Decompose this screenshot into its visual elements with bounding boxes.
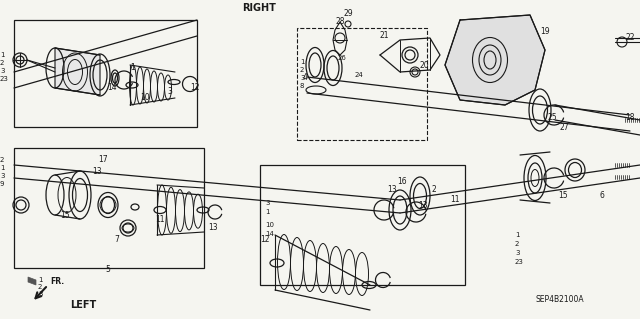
Text: 3: 3 <box>167 87 172 97</box>
Text: 6: 6 <box>600 190 605 199</box>
Text: 14: 14 <box>265 231 274 237</box>
Text: FR.: FR. <box>50 278 64 286</box>
Text: 15: 15 <box>60 211 70 219</box>
Text: 2: 2 <box>432 186 436 195</box>
Text: 10: 10 <box>140 93 150 101</box>
Text: 26: 26 <box>338 55 347 61</box>
Text: 10: 10 <box>265 222 274 228</box>
Text: 1: 1 <box>130 63 135 71</box>
Text: 20: 20 <box>420 61 429 70</box>
Bar <box>260 165 465 285</box>
Bar <box>14 148 204 268</box>
Text: 5: 5 <box>105 265 110 275</box>
Text: 9: 9 <box>0 181 4 187</box>
Text: 3: 3 <box>300 75 305 81</box>
Text: 27: 27 <box>560 123 570 132</box>
Text: 2: 2 <box>300 67 305 73</box>
Polygon shape <box>28 277 36 285</box>
Text: 18: 18 <box>625 114 634 122</box>
Bar <box>14 20 197 127</box>
Text: 15: 15 <box>558 190 568 199</box>
Text: 22: 22 <box>625 33 634 42</box>
Text: 11: 11 <box>450 196 460 204</box>
Text: 28: 28 <box>336 17 346 26</box>
Text: 24: 24 <box>355 72 364 78</box>
Text: 12: 12 <box>260 235 269 244</box>
Text: 4: 4 <box>303 73 308 83</box>
Text: 13: 13 <box>387 186 397 195</box>
Text: 13: 13 <box>92 167 102 176</box>
Text: 7: 7 <box>114 235 119 244</box>
Text: 3: 3 <box>0 68 4 74</box>
Text: 3: 3 <box>265 200 269 206</box>
Text: 3: 3 <box>515 250 520 256</box>
Text: 1: 1 <box>265 209 269 215</box>
Text: 1: 1 <box>38 277 42 283</box>
Text: SEP4B2100A: SEP4B2100A <box>535 295 584 305</box>
Text: 1: 1 <box>300 59 305 65</box>
Text: 8: 8 <box>300 83 305 89</box>
Text: LEFT: LEFT <box>70 300 96 310</box>
Text: 17: 17 <box>98 155 108 165</box>
Text: 2: 2 <box>515 241 520 247</box>
Text: 13: 13 <box>418 201 428 210</box>
Text: 19: 19 <box>540 27 550 36</box>
Text: 2: 2 <box>38 284 42 290</box>
Text: 12: 12 <box>190 83 200 92</box>
Text: RIGHT: RIGHT <box>242 3 276 13</box>
Text: 25: 25 <box>548 114 557 122</box>
Text: 2: 2 <box>0 157 4 163</box>
Text: 23: 23 <box>515 259 524 265</box>
Text: 1: 1 <box>0 165 4 171</box>
Bar <box>297 28 427 140</box>
Text: 14: 14 <box>107 83 116 92</box>
Polygon shape <box>445 15 545 105</box>
Text: 21: 21 <box>380 31 390 40</box>
Text: 2: 2 <box>0 60 4 66</box>
Text: 13: 13 <box>208 222 218 232</box>
Text: 1: 1 <box>0 52 4 58</box>
Text: 3: 3 <box>38 291 42 297</box>
Text: 1: 1 <box>515 232 520 238</box>
Text: 23: 23 <box>0 76 9 82</box>
Text: 3: 3 <box>0 173 4 179</box>
Polygon shape <box>55 48 100 95</box>
Text: 11: 11 <box>155 216 164 225</box>
Text: 16: 16 <box>397 177 406 187</box>
Text: 29: 29 <box>343 10 353 19</box>
